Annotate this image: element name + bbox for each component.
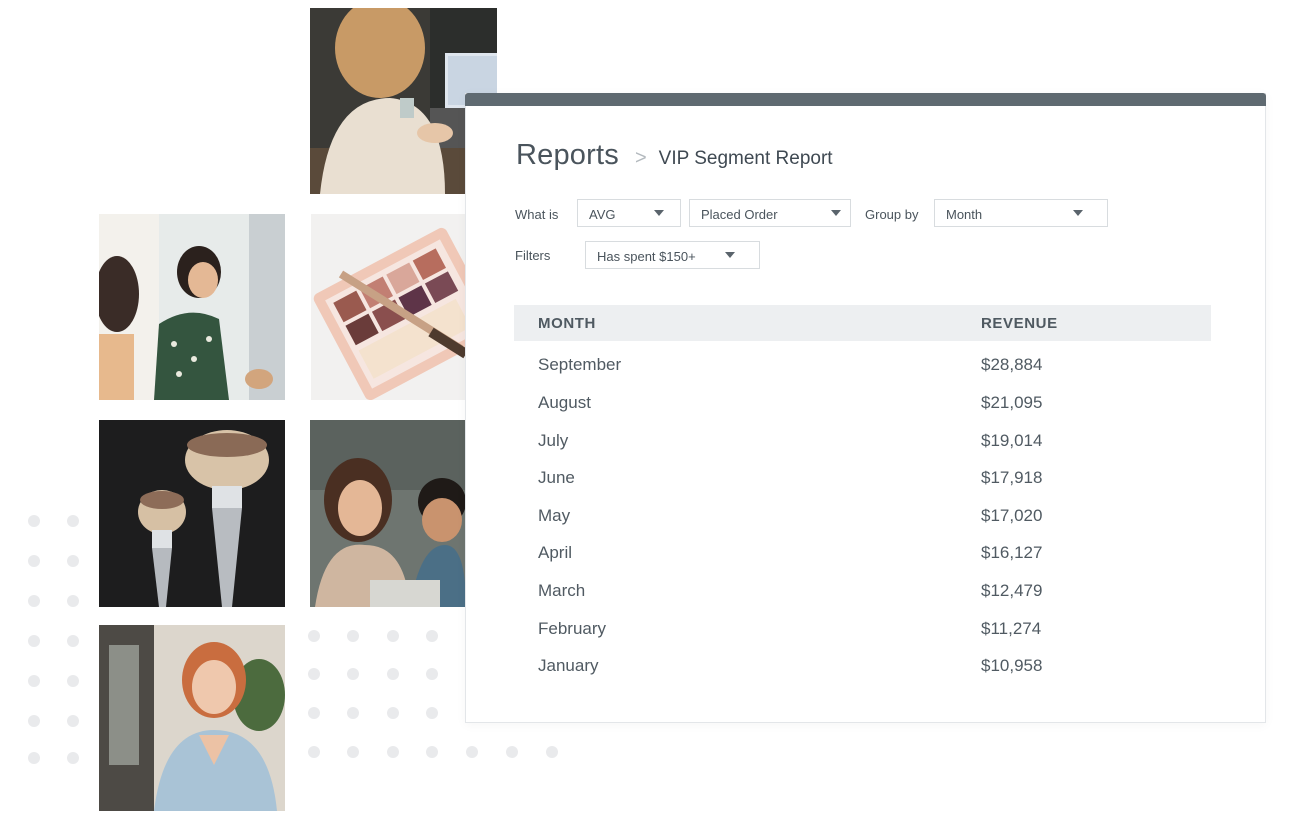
table-row[interactable]: May $17,020 xyxy=(514,497,1211,533)
decorative-dot xyxy=(308,630,320,642)
table-row[interactable]: February $11,274 xyxy=(514,610,1211,646)
report-title: VIP Segment Report xyxy=(658,148,833,169)
revenue-cell: $21,095 xyxy=(981,393,1043,412)
decorative-dot xyxy=(67,715,79,727)
panel-header-bar xyxy=(465,93,1266,106)
filter-select[interactable]: Has spent $150+ xyxy=(585,241,760,269)
laughing-friends-photo xyxy=(310,420,466,607)
decorative-dot xyxy=(347,668,359,680)
decorative-dot xyxy=(67,635,79,647)
month-cell: September xyxy=(538,355,622,374)
decorative-dot xyxy=(28,752,40,764)
event-select[interactable]: Placed Order xyxy=(689,199,851,227)
chevron-down-icon xyxy=(654,210,664,216)
decorative-dot xyxy=(67,752,79,764)
month-cell: March xyxy=(538,581,586,600)
table-row[interactable]: January $10,958 xyxy=(514,647,1211,683)
decorative-dot xyxy=(387,668,399,680)
table-row[interactable]: April $16,127 xyxy=(514,534,1211,570)
makeup-brushes-photo xyxy=(99,420,285,607)
decorative-dot xyxy=(426,668,438,680)
decorative-dot xyxy=(67,555,79,567)
column-header-revenue[interactable]: REVENUE xyxy=(981,315,1058,332)
decorative-dot xyxy=(347,630,359,642)
eyeshadow-palette-photo xyxy=(311,214,466,400)
decorative-dot xyxy=(426,630,438,642)
table-row[interactable]: June $17,918 xyxy=(514,459,1211,495)
month-cell: April xyxy=(538,543,573,562)
group-by-value: Month xyxy=(946,207,983,222)
table-row[interactable]: August $21,095 xyxy=(514,384,1211,420)
table-row[interactable]: September $28,884 xyxy=(514,346,1211,382)
table-row[interactable]: March $12,479 xyxy=(514,572,1211,608)
decorative-dot xyxy=(28,635,40,647)
table-header: MONTH REVENUE xyxy=(514,305,1211,341)
decorative-dot xyxy=(506,746,518,758)
decorative-dot xyxy=(67,515,79,527)
decorative-dot xyxy=(426,746,438,758)
revenue-cell: $10,958 xyxy=(981,656,1043,675)
decorative-dot xyxy=(387,707,399,719)
decorative-dot xyxy=(387,630,399,642)
smiling-woman-photo xyxy=(99,625,285,811)
decorative-dot xyxy=(308,746,320,758)
decorative-dot xyxy=(347,707,359,719)
decorative-dot xyxy=(387,746,399,758)
filter-value: Has spent $150+ xyxy=(597,249,696,264)
chevron-down-icon xyxy=(1073,210,1083,216)
page-title[interactable]: Reports xyxy=(516,139,619,171)
decorative-dot xyxy=(347,746,359,758)
report-panel: Reports > VIP Segment Report What is AVG… xyxy=(465,93,1266,723)
month-cell: June xyxy=(538,468,575,487)
decorative-dot xyxy=(308,707,320,719)
revenue-cell: $19,014 xyxy=(981,431,1043,450)
revenue-cell: $12,479 xyxy=(981,581,1043,600)
decorative-dot xyxy=(466,746,478,758)
table-row[interactable]: July $19,014 xyxy=(514,422,1211,458)
decorative-dot xyxy=(28,595,40,607)
filters-label: Filters xyxy=(515,248,551,263)
chevron-right-icon: > xyxy=(634,147,647,169)
group-by-label: Group by xyxy=(865,207,919,222)
revenue-cell: $17,020 xyxy=(981,506,1043,525)
chevron-down-icon xyxy=(725,252,735,258)
breadcrumb: Reports > VIP Segment Report xyxy=(516,139,833,172)
decorative-dot xyxy=(28,555,40,567)
shopping-women-photo xyxy=(99,214,285,400)
revenue-cell: $28,884 xyxy=(981,355,1043,374)
month-cell: August xyxy=(538,393,591,412)
event-value: Placed Order xyxy=(701,207,778,222)
revenue-cell: $17,918 xyxy=(981,468,1043,487)
decorative-dot xyxy=(426,707,438,719)
decorative-dot xyxy=(28,515,40,527)
month-cell: February xyxy=(538,619,607,638)
what-is-label: What is xyxy=(515,207,559,222)
month-cell: January xyxy=(538,656,599,675)
decorative-dot xyxy=(28,675,40,687)
decorative-dot xyxy=(308,668,320,680)
month-cell: May xyxy=(538,506,571,525)
chevron-down-icon xyxy=(831,210,841,216)
month-cell: July xyxy=(538,431,569,450)
column-header-month[interactable]: MONTH xyxy=(538,315,596,332)
aggregate-select[interactable]: AVG xyxy=(577,199,681,227)
decorative-dot xyxy=(67,595,79,607)
decorative-dot xyxy=(67,675,79,687)
revenue-cell: $16,127 xyxy=(981,543,1043,562)
decorative-dot xyxy=(546,746,558,758)
revenue-cell: $11,274 xyxy=(981,619,1042,638)
decorative-dot xyxy=(28,715,40,727)
group-by-select[interactable]: Month xyxy=(934,199,1108,227)
aggregate-value: AVG xyxy=(589,207,616,222)
